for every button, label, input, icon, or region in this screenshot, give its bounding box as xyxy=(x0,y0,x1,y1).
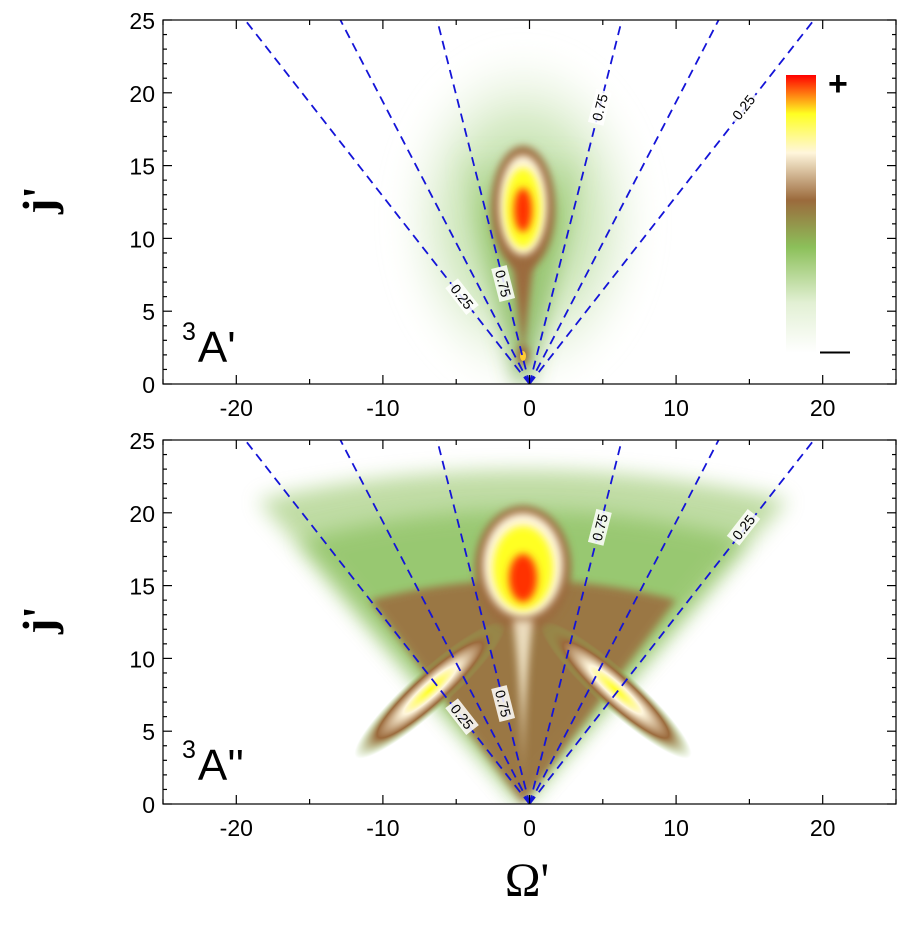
y-tick-label: 10 xyxy=(129,646,155,672)
colorbar xyxy=(786,75,816,353)
y-tick-label: 5 xyxy=(142,299,155,325)
panel-bottom: 0.25 0.750.75 0.25 3A'' -20 -10 0 10 200510152… xyxy=(13,428,897,907)
contour-label-bg xyxy=(445,698,479,735)
x-tick-label: -10 xyxy=(366,815,399,841)
dashed-line xyxy=(528,20,815,384)
contour-label-bg xyxy=(491,265,516,302)
y-axis-label-bottom: j' xyxy=(13,606,64,635)
ticks-top: -20 -10 0 10 20 0 5 10 15 20 25 xyxy=(129,8,897,421)
dashed-line xyxy=(339,20,531,384)
dashed-line xyxy=(436,440,531,804)
state-label-superscript: 3 xyxy=(182,318,196,346)
state-label-bottom: 3A'' xyxy=(182,736,244,790)
y-tick-label: 0 xyxy=(142,792,155,818)
dashed-line xyxy=(528,20,720,384)
dashed-line xyxy=(339,440,531,804)
contour-label: 0.75 xyxy=(589,92,611,123)
y-tick-label: 25 xyxy=(129,428,155,454)
contour-label-bg xyxy=(587,88,612,126)
x-axis-label: Ω' xyxy=(505,854,549,907)
contour-label: 0.75 xyxy=(492,688,514,719)
contour-label-bg xyxy=(587,508,612,546)
y-tick-label: 10 xyxy=(129,226,155,252)
y-axis-label-top: j' xyxy=(13,186,64,215)
x-tick-label: 0 xyxy=(523,815,536,841)
contour-label-bg xyxy=(726,509,761,546)
dashed-line xyxy=(244,440,531,804)
contour-label: 0.75 xyxy=(492,268,514,299)
x-tick-label: -20 xyxy=(220,395,253,421)
ticks-bottom: -20 -10 0 10 20 0 5 10 15 20 25 xyxy=(129,428,897,841)
colorbar-min-label: — xyxy=(820,334,850,367)
x-tick-label: 0 xyxy=(523,395,536,421)
y-tick-label: 15 xyxy=(129,574,155,600)
x-tick-label: 20 xyxy=(810,395,836,421)
contour-label-bg xyxy=(491,685,516,722)
x-tick-label: -10 xyxy=(366,395,399,421)
x-tick-label: 20 xyxy=(810,815,836,841)
contour-label-bg xyxy=(726,89,761,126)
state-label-base: A'' xyxy=(198,741,244,790)
dashed-line xyxy=(244,20,531,384)
y-tick-label: 20 xyxy=(129,81,155,107)
x-tick-label: 10 xyxy=(663,395,689,421)
y-tick-label: 25 xyxy=(129,8,155,34)
dashed-lines-bottom: 0.25 0.750.75 0.25 xyxy=(244,440,815,804)
state-label-superscript: 3 xyxy=(182,736,196,764)
contour-label: 0.75 xyxy=(589,512,611,543)
heatmap-top: 0.25 0.750.75 0.25 xyxy=(244,20,815,384)
y-tick-label: 5 xyxy=(142,719,155,745)
state-label-base: A' xyxy=(198,323,236,372)
contour-label-bg xyxy=(445,278,479,315)
dashed-line xyxy=(528,20,623,384)
y-tick-label: 20 xyxy=(129,501,155,527)
colorbar-max-label: + xyxy=(828,65,848,103)
panel-top: 0.25 0.750.75 0.25 + — 3A' -20 -10 0 10 200510… xyxy=(13,8,897,421)
dashed-line xyxy=(528,440,623,804)
x-tick-label: 10 xyxy=(663,815,689,841)
dashed-line xyxy=(528,440,815,804)
y-tick-label: 15 xyxy=(129,154,155,180)
dashed-line xyxy=(436,20,531,384)
dashed-line xyxy=(528,440,720,804)
heatmap-bottom: 0.25 0.750.75 0.25 xyxy=(244,440,815,804)
x-tick-label: -20 xyxy=(220,815,253,841)
y-tick-label: 0 xyxy=(142,372,155,398)
state-label-top: 3A' xyxy=(182,318,236,372)
